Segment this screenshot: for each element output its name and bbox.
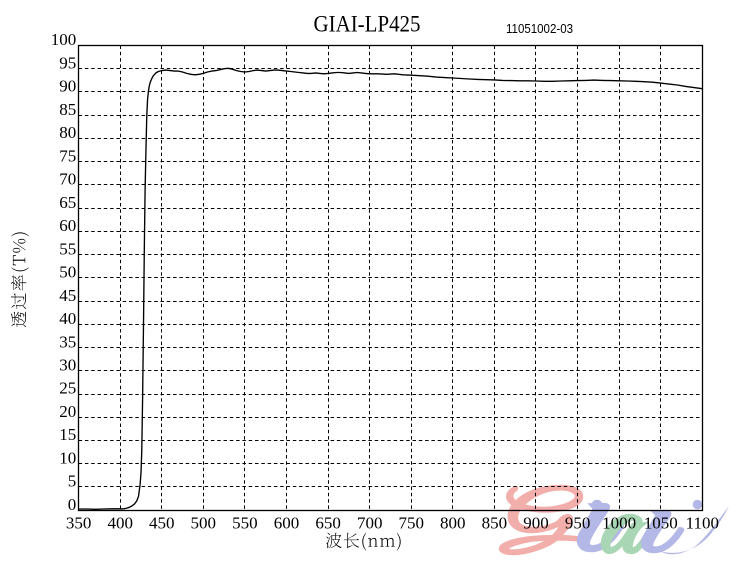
svg-text:35: 35 [59,332,76,351]
svg-text:450: 450 [149,514,175,533]
svg-text:1050: 1050 [644,514,678,533]
svg-text:800: 800 [440,514,466,533]
svg-text:650: 650 [315,514,341,533]
svg-text:600: 600 [274,514,300,533]
svg-text:55: 55 [59,239,76,258]
svg-text:400: 400 [107,514,133,533]
svg-text:550: 550 [232,514,258,533]
svg-text:90: 90 [59,77,76,96]
svg-text:15: 15 [59,425,76,444]
svg-text:50: 50 [59,263,76,282]
svg-text:950: 950 [565,514,591,533]
svg-text:65: 65 [59,193,76,212]
svg-text:1000: 1000 [602,514,636,533]
svg-text:95: 95 [59,53,76,72]
svg-text:5: 5 [68,472,77,491]
svg-text:850: 850 [482,514,508,533]
svg-text:100: 100 [51,30,77,49]
svg-text:10: 10 [59,448,76,467]
svg-text:60: 60 [59,216,76,235]
svg-text:350: 350 [66,514,92,533]
svg-text:25: 25 [59,379,76,398]
svg-text:GIAI-LP425: GIAI-LP425 [314,11,421,37]
svg-text:80: 80 [59,123,76,142]
svg-text:500: 500 [191,514,217,533]
svg-text:700: 700 [357,514,383,533]
svg-text:0: 0 [68,495,77,514]
svg-text:45: 45 [59,286,76,305]
svg-text:1100: 1100 [686,514,719,533]
svg-text:75: 75 [59,146,76,165]
svg-text:750: 750 [398,514,424,533]
svg-text:900: 900 [523,514,549,533]
svg-text:85: 85 [59,100,76,119]
svg-text:70: 70 [59,170,76,189]
svg-text:30: 30 [59,356,76,375]
svg-text:40: 40 [59,309,76,328]
svg-text:20: 20 [59,402,76,421]
svg-text:11051002-03: 11051002-03 [506,21,573,36]
